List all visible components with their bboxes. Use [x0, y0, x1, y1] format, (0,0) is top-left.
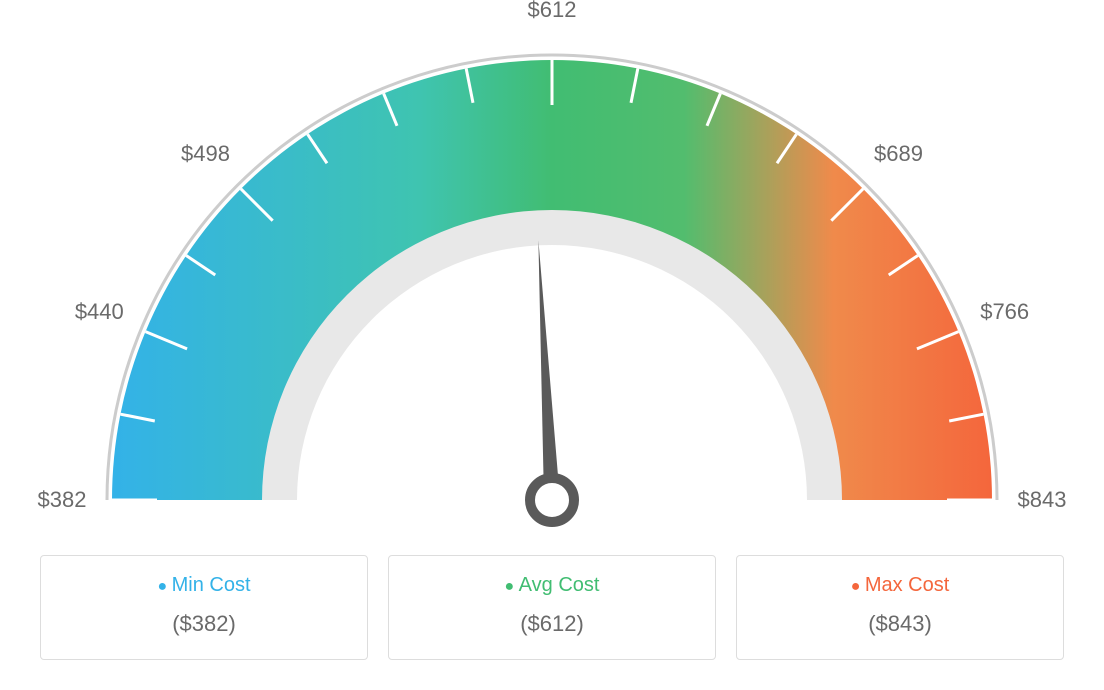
- gauge-tick-label: $498: [181, 141, 230, 167]
- legend-avg-title: Avg Cost: [399, 574, 705, 597]
- gauge-svg: [0, 0, 1104, 560]
- legend-min-title: Min Cost: [51, 574, 357, 597]
- gauge-tick-label: $382: [38, 487, 87, 513]
- legend-avg: Avg Cost ($612): [388, 555, 716, 660]
- gauge-tick-label: $766: [980, 299, 1029, 325]
- legend-max: Max Cost ($843): [736, 555, 1064, 660]
- legend-min: Min Cost ($382): [40, 555, 368, 660]
- gauge-tick-label: $612: [528, 0, 577, 23]
- gauge-area: $382 $440 $498 $612 $689 $766 $843: [0, 0, 1104, 560]
- gauge-tick-label: $689: [874, 141, 923, 167]
- legend-max-title: Max Cost: [747, 574, 1053, 597]
- gauge-tick-label: $843: [1018, 487, 1067, 513]
- legend-avg-value: ($612): [399, 611, 705, 637]
- legend: Min Cost ($382) Avg Cost ($612) Max Cost…: [40, 555, 1064, 660]
- legend-max-value: ($843): [747, 611, 1053, 637]
- gauge-tick-label: $440: [75, 299, 124, 325]
- legend-min-value: ($382): [51, 611, 357, 637]
- cost-gauge-chart: $382 $440 $498 $612 $689 $766 $843 Min Cost ($…: [0, 0, 1104, 690]
